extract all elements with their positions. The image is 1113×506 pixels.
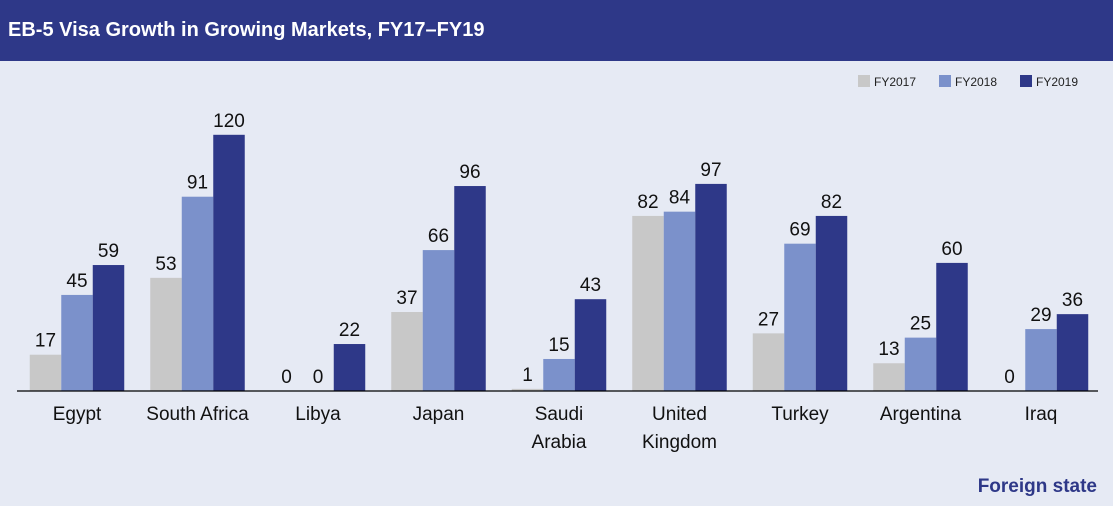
bar-south-africa-fy2019 (213, 134, 245, 392)
bar-japan-fy2019 (454, 186, 486, 391)
value-label-iraq-fy2018: 29 (1030, 305, 1051, 326)
bar-egypt-fy2019 (92, 265, 125, 391)
category-label-south-africa: South Africa (146, 404, 249, 425)
value-label-turkey-fy2019: 82 (821, 192, 842, 213)
value-label-south-africa-fy2018: 91 (187, 173, 208, 194)
bar-south-africa-fy2018 (181, 196, 214, 391)
bar-argentina-fy2018 (904, 337, 937, 391)
value-label-saudi-arabia-fy2019: 43 (580, 275, 601, 296)
bar-japan-fy2018 (422, 250, 455, 391)
value-label-egypt-fy2017: 17 (35, 331, 56, 352)
legend-label-fy2017: FY2017 (874, 75, 916, 89)
value-label-japan-fy2018: 66 (428, 226, 449, 247)
category-label-turkey: Turkey (771, 404, 829, 425)
value-label-united-kingdom-fy2017: 82 (637, 192, 658, 213)
category-label-libya: Libya (295, 404, 341, 425)
value-label-south-africa-fy2017: 53 (155, 254, 176, 275)
value-label-united-kingdom-fy2018: 84 (669, 188, 691, 209)
value-label-japan-fy2017: 37 (396, 288, 417, 309)
value-label-libya-fy2019: 22 (339, 320, 360, 341)
bar-iraq-fy2018 (1025, 329, 1057, 391)
bar-libya-fy2019 (333, 344, 366, 391)
bar-south-africa-fy2017 (150, 277, 182, 391)
bar-japan-fy2017 (391, 312, 423, 391)
category-label-argentina: Argentina (880, 404, 962, 425)
category-label-iraq: Iraq (1025, 404, 1058, 425)
bar-iraq-fy2019 (1056, 314, 1089, 391)
bar-turkey-fy2019 (815, 215, 848, 391)
bar-united-kingdom-fy2017 (632, 215, 664, 391)
bar-argentina-fy2019 (936, 262, 968, 391)
value-label-turkey-fy2018: 69 (789, 220, 810, 241)
legend-label-fy2018: FY2018 (955, 75, 997, 89)
legend-swatch-fy2019 (1020, 75, 1032, 87)
bar-saudi-arabia-fy2018 (543, 358, 575, 391)
legend-label-fy2019: FY2019 (1036, 75, 1078, 89)
value-label-argentina-fy2018: 25 (910, 314, 931, 335)
bar-turkey-fy2017 (752, 333, 785, 391)
chart-title: EB-5 Visa Growth in Growing Markets, FY1… (8, 19, 485, 41)
legend-swatch-fy2017 (858, 75, 870, 87)
category-label-united-kingdom: United Kingdom (642, 404, 717, 453)
legend-swatch-fy2018 (939, 75, 951, 87)
value-label-libya-fy2017: 0 (281, 367, 292, 388)
value-label-turkey-fy2017: 27 (758, 309, 779, 330)
bar-egypt-fy2017 (29, 354, 62, 391)
bar-united-kingdom-fy2019 (695, 183, 727, 391)
bar-argentina-fy2017 (873, 363, 905, 391)
bar-united-kingdom-fy2018 (663, 211, 696, 391)
value-label-japan-fy2019: 96 (459, 162, 480, 183)
x-axis-label: Foreign state (977, 476, 1097, 497)
value-label-iraq-fy2017: 0 (1004, 367, 1015, 388)
category-label-saudi-arabia: Saudi Arabia (532, 404, 587, 453)
value-label-south-africa-fy2019: 120 (213, 111, 245, 132)
value-label-argentina-fy2019: 60 (941, 239, 962, 260)
value-label-libya-fy2018: 0 (313, 367, 324, 388)
value-label-united-kingdom-fy2019: 97 (700, 160, 721, 181)
value-label-egypt-fy2019: 59 (98, 241, 119, 262)
bar-saudi-arabia-fy2017 (511, 388, 544, 391)
category-label-japan: Japan (413, 404, 465, 425)
value-label-argentina-fy2017: 13 (878, 339, 899, 360)
bar-turkey-fy2018 (784, 243, 816, 391)
title-bar: EB-5 Visa Growth in Growing Markets, FY1… (0, 0, 1113, 61)
bar-egypt-fy2018 (61, 294, 93, 391)
value-label-saudi-arabia-fy2017: 1 (522, 365, 533, 386)
category-label-egypt: Egypt (53, 404, 102, 425)
bar-saudi-arabia-fy2019 (574, 299, 607, 391)
value-label-egypt-fy2018: 45 (66, 271, 87, 292)
value-label-saudi-arabia-fy2018: 15 (548, 335, 569, 356)
value-label-iraq-fy2019: 36 (1062, 290, 1083, 311)
